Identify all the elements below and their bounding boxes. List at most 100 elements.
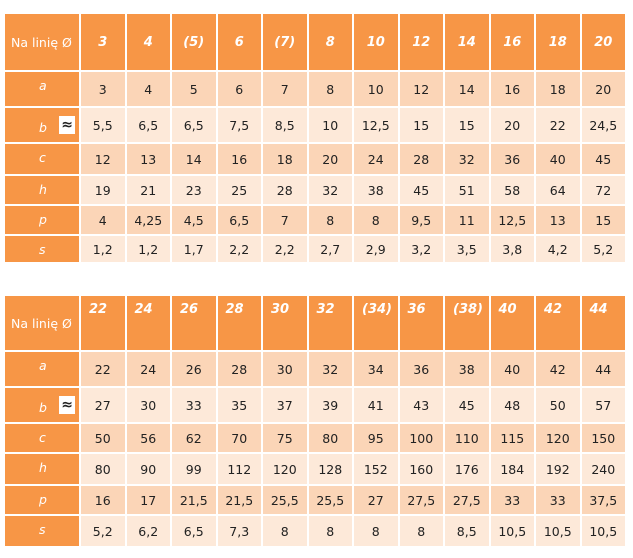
- data-cell: 45: [581, 144, 625, 174]
- row-label-cell: h: [5, 176, 79, 204]
- data-cell: 13: [536, 206, 580, 234]
- column-header: (38): [445, 296, 489, 350]
- data-cell: 3,2: [399, 236, 443, 262]
- data-cell: 80: [81, 454, 125, 484]
- data-cell: 2,2: [217, 236, 261, 262]
- data-cell: 20: [308, 144, 352, 174]
- row-label: p: [39, 492, 47, 507]
- data-cell: 26: [172, 352, 216, 386]
- data-cell: 21,5: [172, 486, 216, 514]
- data-cell: 6: [217, 72, 261, 106]
- data-cell: 24: [354, 144, 398, 174]
- data-cell: 115: [490, 424, 534, 452]
- data-cell: 3: [81, 72, 125, 106]
- data-cell: 1,2: [81, 236, 125, 262]
- data-cell: 39: [308, 388, 352, 422]
- data-cell: 16: [217, 144, 261, 174]
- column-header: 8: [308, 14, 352, 70]
- data-cell: 13: [126, 144, 170, 174]
- data-cell: 42: [536, 352, 580, 386]
- header-label: Na linię Ø: [5, 296, 79, 350]
- column-header: 32: [308, 296, 352, 350]
- data-cell: 5: [172, 72, 216, 106]
- data-cell: 17: [126, 486, 170, 514]
- column-header: 44: [581, 296, 625, 350]
- data-cell: 192: [536, 454, 580, 484]
- row-label: a: [39, 78, 47, 93]
- data-cell: 50: [536, 388, 580, 422]
- data-cell: 30: [263, 352, 307, 386]
- row-label-cell: a: [5, 72, 79, 106]
- data-cell: 57: [581, 388, 625, 422]
- column-header: 10: [354, 14, 398, 70]
- row-label: c: [39, 150, 46, 165]
- row-label: a: [39, 358, 47, 373]
- row-label-cell: p: [5, 486, 79, 514]
- data-cell: 2,7: [308, 236, 352, 262]
- row-label: b: [39, 120, 47, 135]
- data-cell: 28: [399, 144, 443, 174]
- data-cell: 19: [81, 176, 125, 204]
- data-cell: 41: [354, 388, 398, 422]
- data-cell: 8: [263, 516, 307, 546]
- row-label-cell: c: [5, 144, 79, 174]
- data-cell: 35: [217, 388, 261, 422]
- data-cell: 120: [536, 424, 580, 452]
- data-cell: 6,5: [172, 516, 216, 546]
- data-cell: 27,5: [445, 486, 489, 514]
- row-label: h: [39, 460, 47, 475]
- data-cell: 36: [490, 144, 534, 174]
- data-cell: 1,2: [126, 236, 170, 262]
- column-header: 42: [536, 296, 580, 350]
- row-label-cell: s: [5, 236, 79, 262]
- column-header: 30: [263, 296, 307, 350]
- row-label: s: [39, 522, 46, 537]
- data-cell: 70: [217, 424, 261, 452]
- data-cell: 24: [126, 352, 170, 386]
- column-header: (7): [263, 14, 307, 70]
- data-cell: 8: [308, 206, 352, 234]
- data-cell: 112: [217, 454, 261, 484]
- data-cell: 33: [490, 486, 534, 514]
- data-cell: 6,2: [126, 516, 170, 546]
- row-label-cell: p: [5, 206, 79, 234]
- data-cell: 6,5: [217, 206, 261, 234]
- column-header: 26: [172, 296, 216, 350]
- data-cell: 7: [263, 206, 307, 234]
- data-cell: 4,25: [126, 206, 170, 234]
- column-header: 36: [399, 296, 443, 350]
- data-cell: 21: [126, 176, 170, 204]
- data-cell: 10: [308, 108, 352, 142]
- data-cell: 48: [490, 388, 534, 422]
- data-cell: 25,5: [308, 486, 352, 514]
- row-label-cell: b ≈: [5, 108, 79, 142]
- data-cell: 10,5: [536, 516, 580, 546]
- column-header: 3: [81, 14, 125, 70]
- data-cell: 27: [81, 388, 125, 422]
- column-header: 40: [490, 296, 534, 350]
- data-cell: 12: [399, 72, 443, 106]
- data-cell: 3,5: [445, 236, 489, 262]
- approx-marker: ≈: [59, 396, 75, 414]
- data-cell: 16: [490, 72, 534, 106]
- data-cell: 15: [399, 108, 443, 142]
- data-cell: 62: [172, 424, 216, 452]
- column-header: 4: [126, 14, 170, 70]
- data-cell: 32: [308, 176, 352, 204]
- data-cell: 8,5: [445, 516, 489, 546]
- data-cell: 36: [399, 352, 443, 386]
- data-cell: 14: [445, 72, 489, 106]
- data-cell: 120: [263, 454, 307, 484]
- column-header: 18: [536, 14, 580, 70]
- data-cell: 99: [172, 454, 216, 484]
- column-header: 14: [445, 14, 489, 70]
- data-cell: 25,5: [263, 486, 307, 514]
- column-header: 16: [490, 14, 534, 70]
- column-header: (34): [354, 296, 398, 350]
- data-cell: 33: [172, 388, 216, 422]
- data-cell: 43: [399, 388, 443, 422]
- data-cell: 8: [399, 516, 443, 546]
- data-cell: 152: [354, 454, 398, 484]
- data-cell: 44: [581, 352, 625, 386]
